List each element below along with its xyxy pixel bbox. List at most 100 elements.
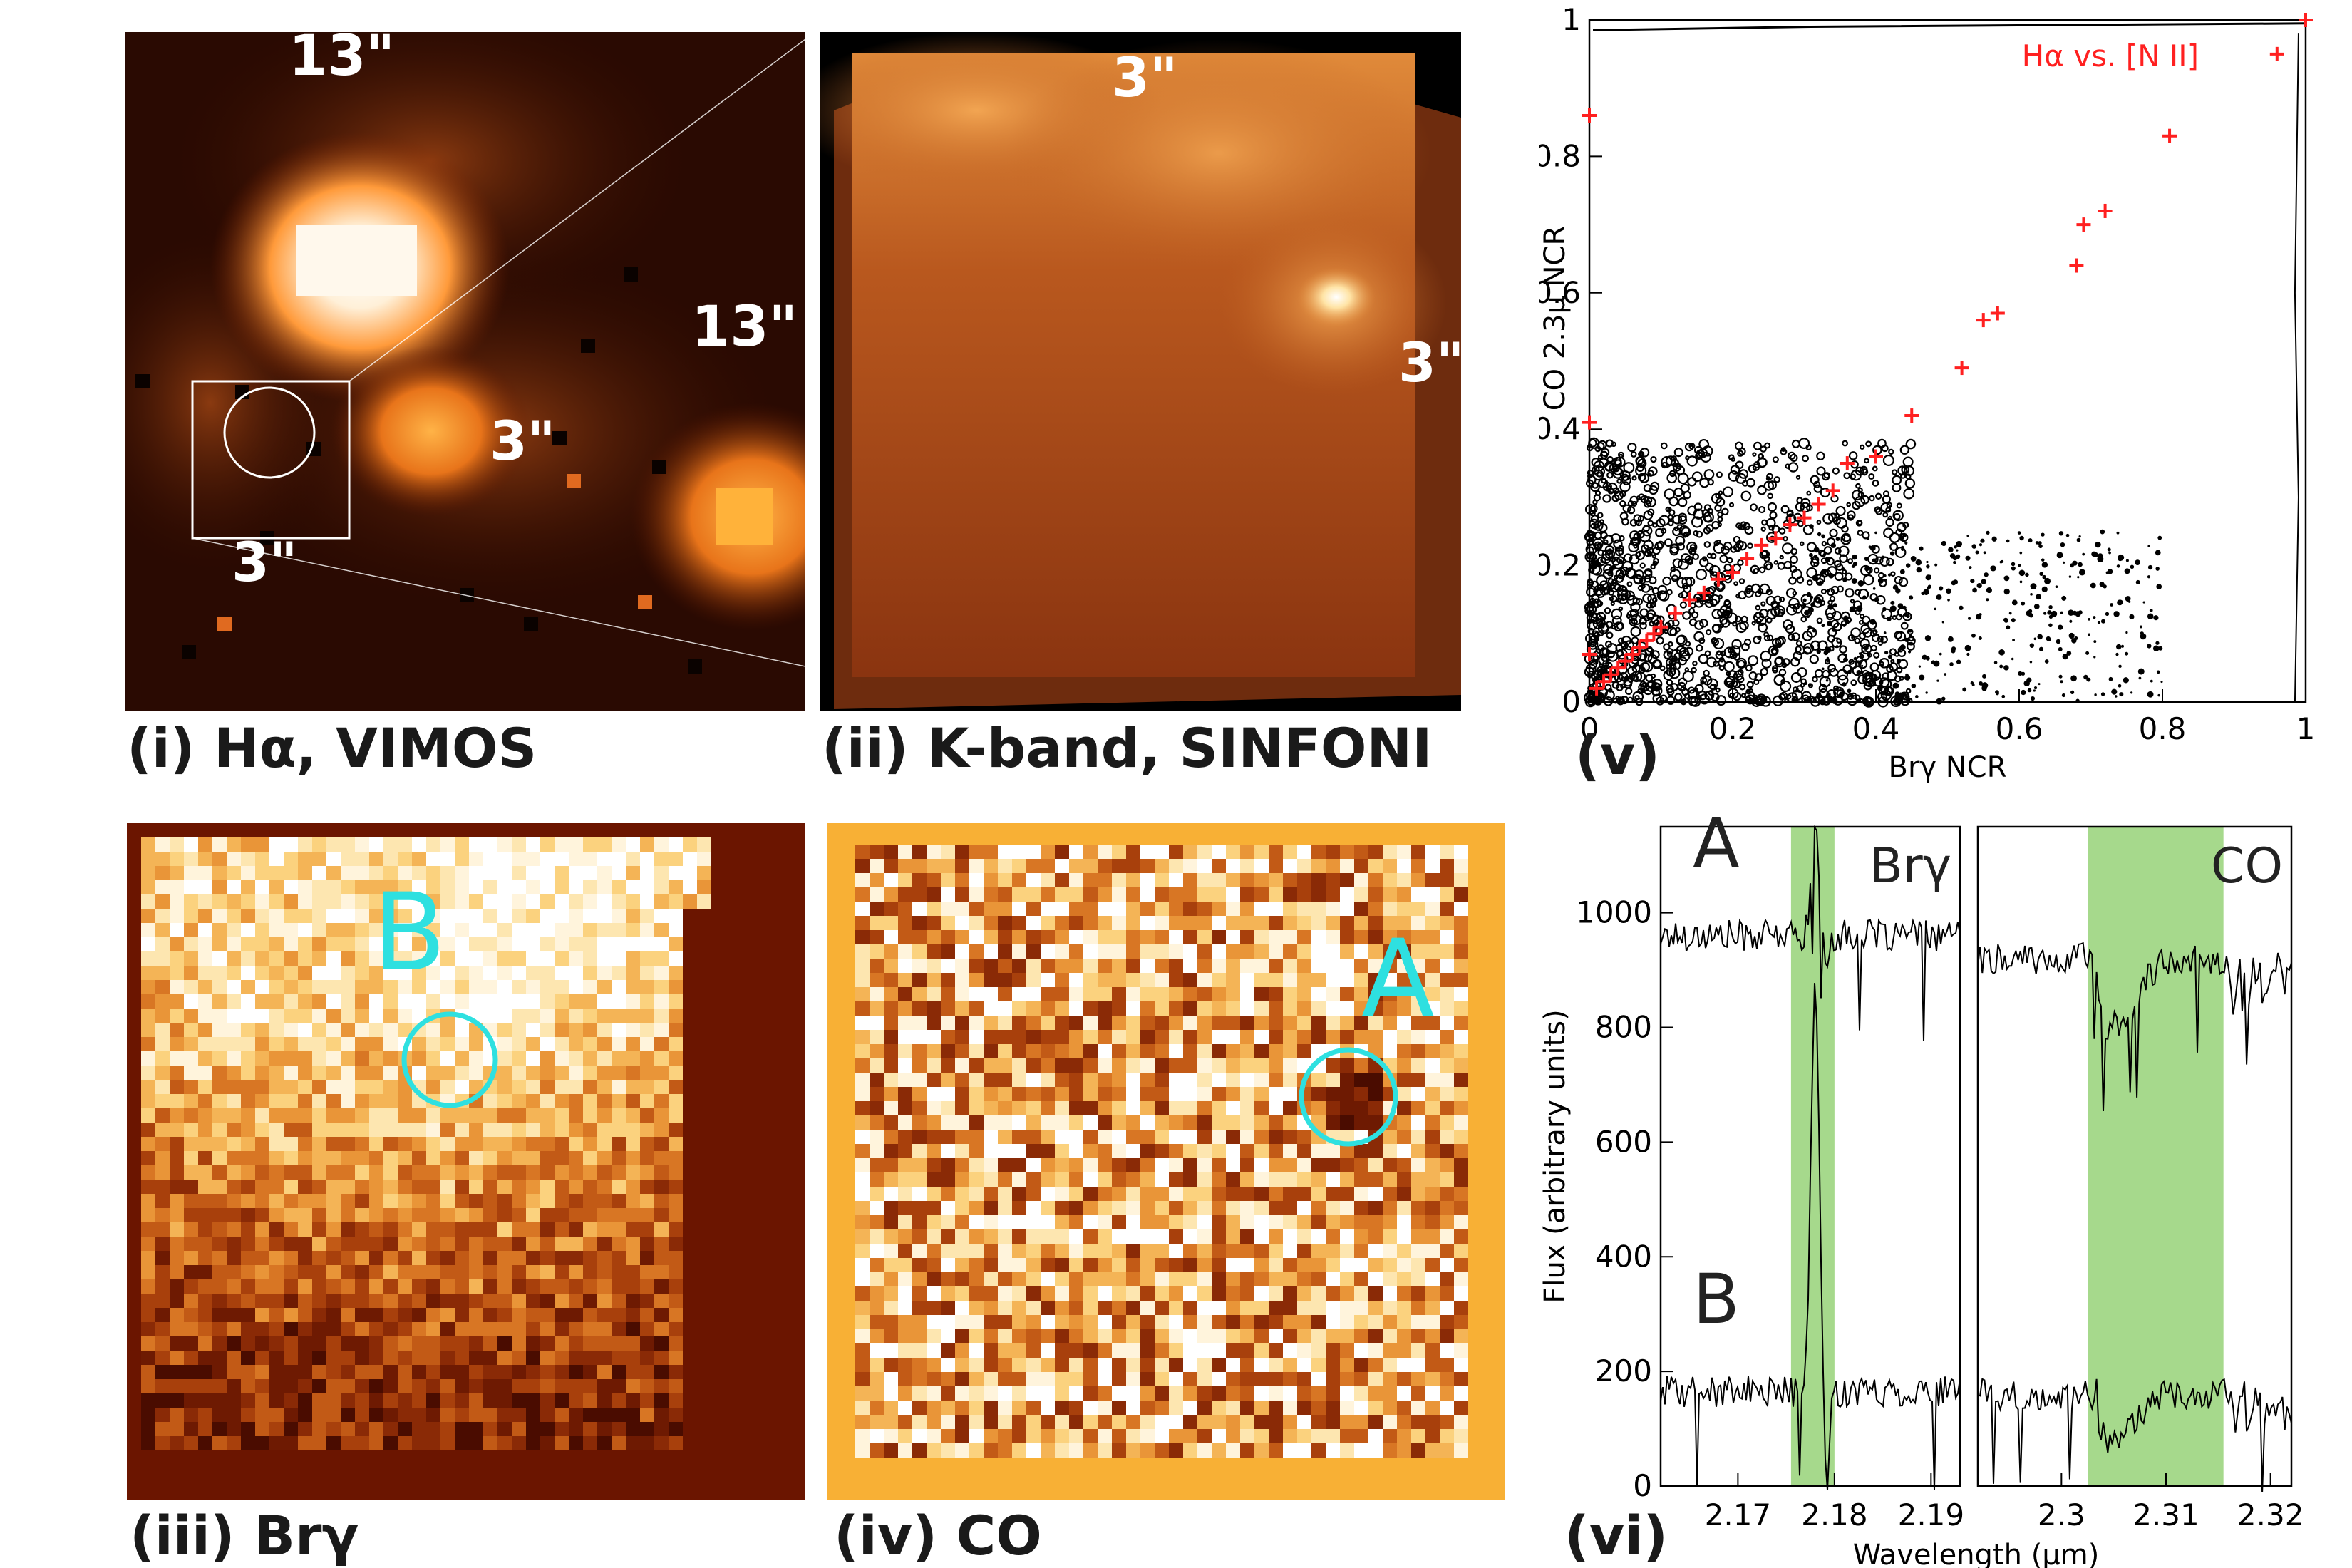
scale-3arcsec-right: 3" [490, 409, 555, 473]
scatter-point [2098, 203, 2113, 218]
scatter-point [1654, 619, 1668, 634]
scatter-point [1639, 633, 1654, 648]
scatter-point [1604, 667, 1619, 682]
scatter-point [1740, 552, 1755, 567]
x-tick-label: 2.32 [2237, 1497, 2304, 1532]
scatter-point [2076, 217, 2091, 232]
x-tick-label: 2.17 [1705, 1497, 1772, 1532]
scatter-point [2269, 46, 2284, 61]
aperture-circle [223, 386, 316, 479]
scatter-point [1582, 415, 1597, 430]
caption-v: (v) [1575, 723, 1661, 787]
scatter-point [1696, 585, 1711, 600]
caption-ii: (ii) K-band, SINFONI [822, 716, 1433, 780]
scatter-point [1797, 510, 1812, 525]
scatter-canvas: 0 0.2 0.4 0.6 0.8 1 0 0.2 0.4 0.6 0.8 1 Brγ NCR CO 2.… [1539, 2, 2316, 784]
line-window-band [2088, 827, 2224, 1486]
brgamma-map: B [127, 823, 805, 1500]
x-axis-label: Wavelength (μm) [1853, 1539, 2100, 1568]
density-contours [1584, 22, 2306, 708]
scatter-point [2299, 13, 2313, 27]
scatter-point [1825, 483, 1840, 498]
scatter-point [2162, 128, 2177, 143]
x-tick-label: 0 [1580, 711, 1599, 746]
spectrum-B [1660, 983, 1961, 1490]
x-tick-label: 2.18 [1801, 1497, 1868, 1532]
kband-map-canvas: 3" 3" [820, 32, 1461, 711]
ncr-scatter-plot: 0 0.2 0.4 0.6 0.8 1 0 0.2 0.4 0.6 0.8 1 Brγ NCR CO 2.… [1539, 0, 2352, 813]
scatter-point [1618, 654, 1633, 669]
plot-frame [1588, 19, 2307, 703]
scale-3arcsec-top: 3" [1112, 46, 1177, 109]
y-tick-label: 0.6 [1539, 275, 1581, 310]
spectrum-B [1977, 1378, 2292, 1492]
x-tick-label: 0.2 [1709, 711, 1757, 746]
y-axis-label: Flux (arbitrary units) [1539, 1009, 1572, 1303]
co-map-canvas: A [827, 823, 1505, 1500]
scatter-point [1597, 674, 1611, 689]
spectrum-subplot-brgamma: Brγ 2.17 2.18 2.19 A B [1659, 813, 1965, 1532]
scatter-point [1589, 681, 1604, 696]
y-tick-label: 0.4 [1539, 411, 1581, 446]
x-tick-label: 1 [2296, 711, 2316, 746]
scatter-point [1668, 606, 1683, 621]
scatter-point [1646, 626, 1661, 641]
scatter-point [1625, 647, 1640, 662]
x-tick-label: 0.6 [1996, 711, 2043, 746]
y-tick-label: 600 [1595, 1124, 1652, 1159]
y-tick-label: 200 [1595, 1353, 1652, 1388]
spectrum-A [1660, 825, 1961, 1041]
scatter-point [1582, 647, 1597, 662]
scatter-point [1783, 517, 1797, 532]
series-label-B: B [1693, 1259, 1740, 1339]
scale-3arcsec-right: 3" [1398, 331, 1461, 394]
subplot-label: Brγ [1869, 838, 1951, 894]
x-tick-label: 2.19 [1898, 1497, 1965, 1532]
co-map: A [827, 823, 1505, 1500]
caption-iv: (iv) CO [834, 1504, 1042, 1567]
halpha-map-canvas: 13" 13" 3" 3" [125, 32, 805, 711]
scatter-point [1711, 572, 1726, 587]
caption-iii: (iii) Brγ [130, 1504, 359, 1567]
scale-13arcsec-right: 13" [691, 295, 798, 359]
scatter-point [1990, 306, 2005, 321]
scatter-point [1811, 497, 1826, 512]
x-tick-label: 2.31 [2132, 1497, 2199, 1532]
scatter-point [1904, 408, 1919, 423]
series-label-A: A [1693, 813, 1740, 883]
scatter-point [1976, 313, 1991, 328]
y-tick-label: 0 [1633, 1468, 1652, 1503]
kband-sinfoni-map: 3" 3" [820, 32, 1461, 711]
caption-vi: (vi) [1564, 1504, 1668, 1567]
y-tick-label: 800 [1595, 1010, 1652, 1045]
zoom-box [191, 380, 351, 540]
halpha-vimos-map: 13" 13" 3" 3" [125, 32, 805, 711]
bright-source [296, 225, 417, 296]
scatter-point [1632, 640, 1647, 655]
y-axis-label: CO 2.3μ NCR [1539, 226, 1572, 411]
scatter-point [1754, 537, 1769, 552]
y-tick-label: 0 [1562, 684, 1581, 719]
y-tick-label: 0.2 [1539, 548, 1581, 583]
scatter-point [1726, 565, 1740, 580]
scatter-point [2069, 258, 2084, 273]
region-a-circle [1299, 1047, 1398, 1147]
y-tick-label: 1000 [1576, 895, 1652, 930]
region-a-label: A [1361, 917, 1435, 1041]
subplot-label: CO [2211, 838, 2283, 894]
brgamma-map-canvas: B [127, 823, 805, 1500]
y-tick-label: 0.8 [1539, 138, 1581, 173]
spectrum-A [1977, 942, 2292, 1112]
kband-source [1297, 267, 1376, 327]
x-axis-label: Brγ NCR [1889, 751, 2007, 784]
scale-3arcsec-bottom: 3" [232, 530, 297, 594]
y-tick-label: 400 [1595, 1239, 1652, 1274]
scatter-point [1954, 361, 1969, 376]
scale-13arcsec-top: 13" [289, 32, 395, 88]
x-tick-label: 0.4 [1852, 711, 1900, 746]
caption-i: (i) Hα, VIMOS [127, 716, 537, 780]
region-b-label: B [373, 871, 446, 995]
scatter-point [1840, 456, 1855, 471]
spectra-plot: Brγ 2.17 2.18 2.19 A B CO 2.3 2.31 2.32 0 200 400 600… [1539, 813, 2352, 1568]
scatter-point [1768, 531, 1783, 546]
